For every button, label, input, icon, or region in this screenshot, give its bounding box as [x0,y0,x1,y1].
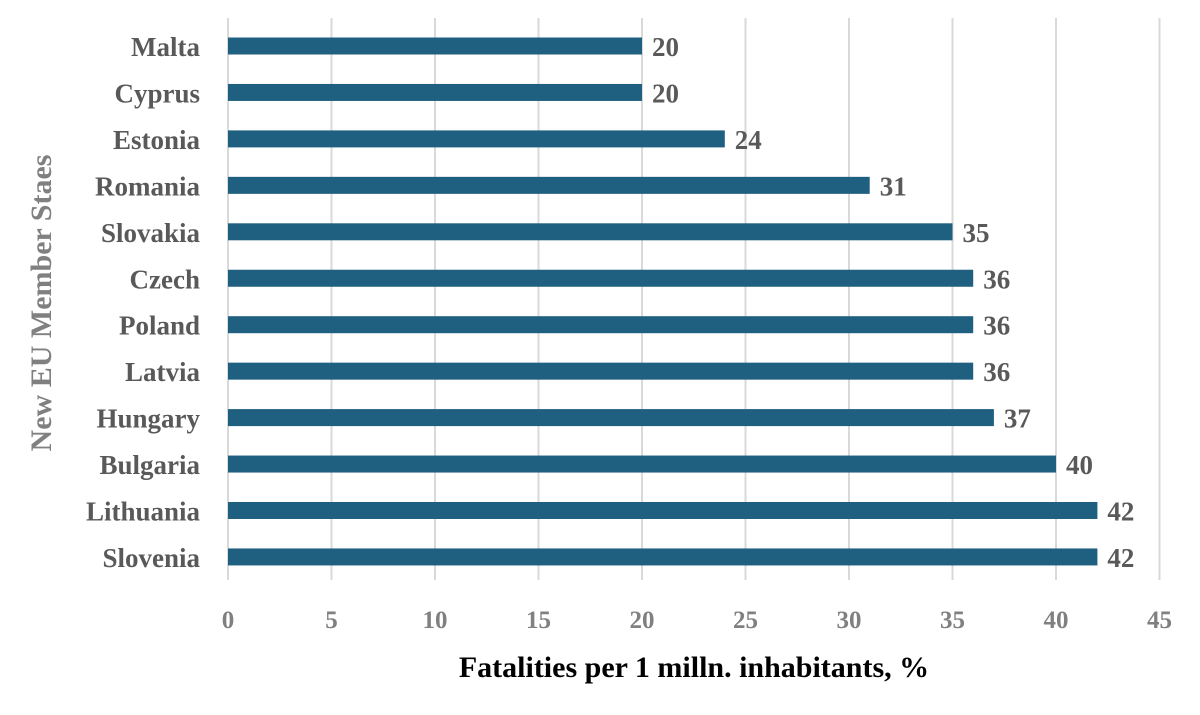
category-label: Slovenia [102,543,200,573]
data-label: 35 [963,218,990,248]
x-tick-label: 35 [940,607,965,634]
bar [228,176,870,194]
category-label: Latvia [125,357,201,387]
bar [228,455,1056,473]
y-axis-tick-labels: Malta Cyprus Estonia Romania Slovakia Czech Po… [86,32,201,573]
bar [228,502,1098,519]
category-label: Malta [131,32,200,62]
x-axis-tick-labels: 0 5 10 15 20 25 30 35 40 45 [222,607,1172,634]
bar [228,548,1098,566]
category-label: Hungary [96,404,200,434]
x-tick-label: 20 [630,607,655,634]
category-label: Lithuania [86,497,201,527]
x-tick-label: 15 [526,607,551,634]
x-tick-label: 0 [222,607,235,634]
data-label: 36 [983,264,1010,294]
bar [228,223,953,241]
x-tick-label: 25 [733,607,758,634]
x-tick-label: 10 [423,607,448,634]
data-label: 20 [652,32,679,62]
data-label: 36 [983,357,1010,387]
data-label: 42 [1107,543,1134,573]
bars [228,37,1098,566]
category-label: Slovakia [101,218,201,248]
category-label: Cyprus [114,78,200,108]
bar [228,409,994,427]
data-label: 42 [1107,497,1134,527]
category-label: Bulgaria [99,450,200,480]
x-tick-label: 40 [1044,607,1069,634]
x-tick-label: 30 [837,607,862,634]
category-label: Romania [95,171,201,201]
data-labels: 20 20 24 31 35 36 36 36 37 40 42 42 [652,32,1134,573]
bar [228,83,642,101]
y-axis-title: New EU Member Staes [25,155,58,452]
data-label: 36 [983,311,1010,341]
category-label: Czech [130,264,200,294]
data-label: 20 [652,78,679,108]
data-label: 31 [880,171,907,201]
data-label: 24 [735,125,762,155]
x-tick-label: 45 [1147,607,1172,634]
category-label: Poland [119,311,200,341]
bar [228,130,725,148]
data-label: 40 [1066,450,1093,480]
bar [228,362,974,380]
x-tick-label: 5 [325,607,338,634]
bar [228,316,974,334]
bar [228,269,974,287]
category-label: Estonia [113,125,201,155]
gridlines [227,18,1161,580]
data-label: 37 [1004,404,1031,434]
bar [228,37,642,55]
x-axis-title: Fatalities per 1 milln. inhabitants, % [459,651,929,684]
